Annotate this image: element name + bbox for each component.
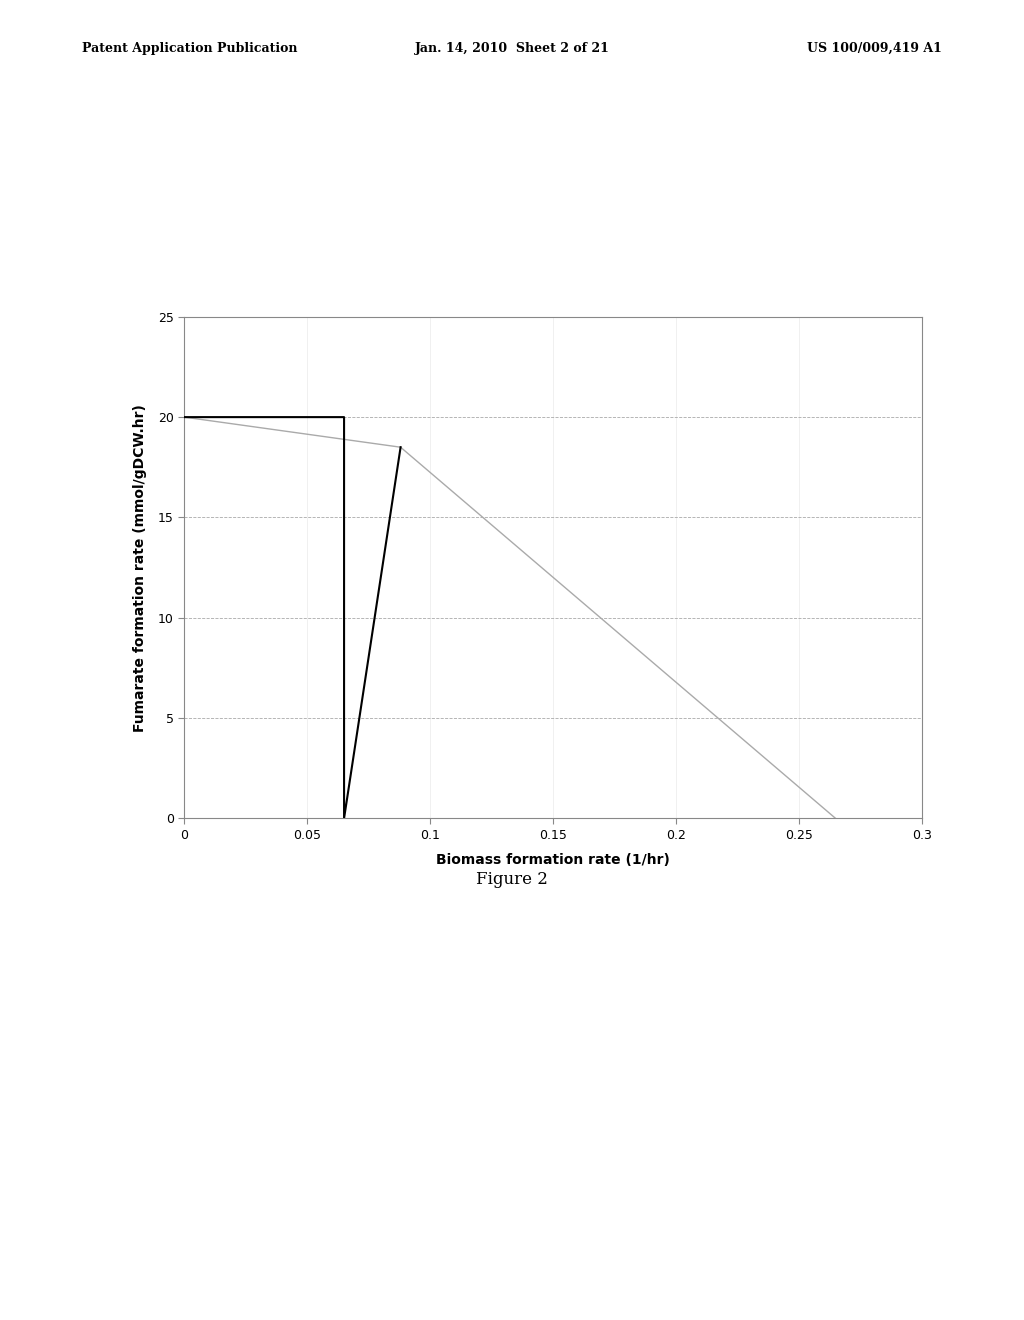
Text: Patent Application Publication: Patent Application Publication bbox=[82, 42, 297, 55]
Y-axis label: Fumarate formation rate (mmol/gDCW.hr): Fumarate formation rate (mmol/gDCW.hr) bbox=[133, 404, 146, 731]
Text: Jan. 14, 2010  Sheet 2 of 21: Jan. 14, 2010 Sheet 2 of 21 bbox=[415, 42, 609, 55]
X-axis label: Biomass formation rate (1/hr): Biomass formation rate (1/hr) bbox=[436, 853, 670, 867]
Text: US 100/009,419 A1: US 100/009,419 A1 bbox=[807, 42, 942, 55]
Text: Figure 2: Figure 2 bbox=[476, 871, 548, 888]
